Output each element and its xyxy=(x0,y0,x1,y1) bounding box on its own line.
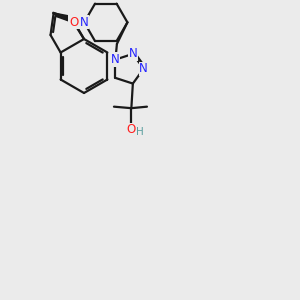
Text: O: O xyxy=(127,123,136,136)
Text: N: N xyxy=(128,47,137,60)
Text: H: H xyxy=(136,127,144,137)
Text: O: O xyxy=(69,16,78,29)
Text: N: N xyxy=(80,16,88,29)
Text: N: N xyxy=(139,62,148,75)
Text: N: N xyxy=(111,53,120,66)
